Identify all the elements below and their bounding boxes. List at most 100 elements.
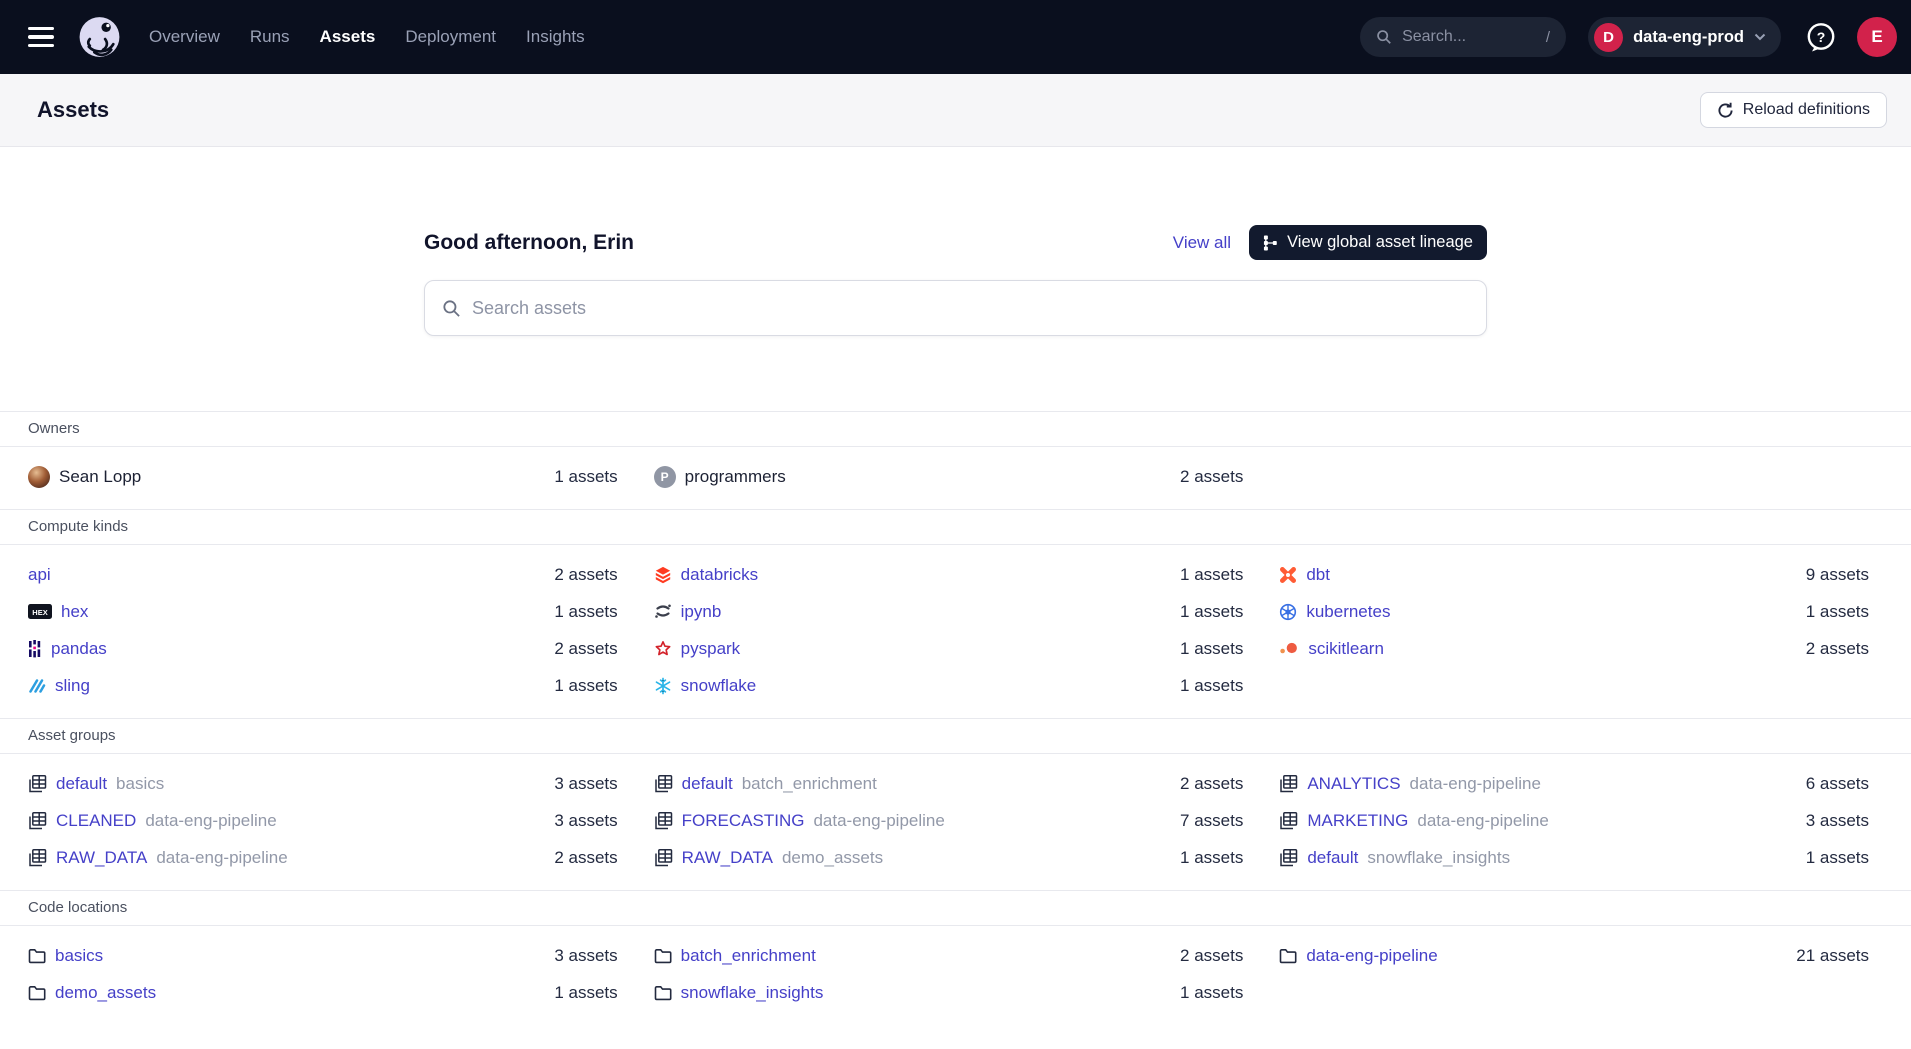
asset-group-icon [28,848,47,867]
list-item[interactable]: ipynb 1 assets [654,593,1243,630]
item-name[interactable]: demo_assets [55,982,157,1002]
user-avatar[interactable]: E [1857,17,1897,57]
item-name[interactable]: default [681,773,733,793]
nav-item-runs[interactable]: Runs [249,27,290,46]
nav-item-assets[interactable]: Assets [319,27,376,46]
empty-cell [1279,667,1869,704]
list-item[interactable]: ANALYTICS data-eng-pipeline 6 assets [1279,765,1869,802]
item-name[interactable]: programmers [684,466,786,486]
list-item[interactable]: basics 3 assets [28,937,618,974]
empty-cell [1279,974,1869,1011]
hex-icon: HEX [28,604,52,619]
dagster-logo-icon[interactable] [76,14,123,61]
list-item[interactable]: batch_enrichment 2 assets [654,937,1243,974]
help-icon[interactable]: ? [1805,21,1837,53]
list-item[interactable]: snowflake 1 assets [654,667,1243,704]
item-name[interactable]: kubernetes [1306,601,1391,621]
asset-count: 3 assets [554,810,618,830]
item-name[interactable]: snowflake [680,675,757,695]
item-name[interactable]: api [28,564,51,584]
search-shortcut-hint: / [1545,28,1551,46]
asset-count: 2 assets [1180,773,1244,793]
top-navbar: Overview Runs Assets Deployment Insights… [0,0,1911,74]
asset-search-box [424,280,1487,336]
list-item[interactable]: Sean Lopp 1 assets [28,458,618,495]
asset-group-icon [654,774,673,793]
deployment-switcher[interactable]: D data-eng-prod [1588,17,1781,57]
asset-count: 2 assets [554,638,618,658]
nav-item-insights[interactable]: Insights [526,27,585,46]
item-name[interactable]: ANALYTICS [1307,773,1401,793]
page-title: Assets [37,97,110,122]
item-name[interactable]: scikitlearn [1308,638,1384,658]
asset-count: 2 assets [554,847,618,867]
scikitlearn-icon [1279,641,1299,656]
item-name[interactable]: pyspark [680,638,741,658]
search-icon [442,299,461,318]
item-name[interactable]: CLEANED [56,810,137,830]
list-item[interactable]: data-eng-pipeline 21 assets [1279,937,1869,974]
lineage-button-label: View global asset lineage [1287,233,1473,251]
asset-count: 9 assets [1805,564,1869,584]
item-name[interactable]: ipynb [680,601,722,621]
item-name[interactable]: default [1307,847,1359,867]
folder-icon [654,948,672,964]
asset-group-icon [28,774,47,793]
asset-group-icon [28,811,47,830]
item-name[interactable]: RAW_DATA [681,847,773,867]
asset-search-input[interactable] [472,297,1469,319]
list-item[interactable]: pandas 2 assets [28,630,618,667]
folder-icon [654,985,672,1001]
item-name[interactable]: dbt [1306,564,1330,584]
list-item[interactable]: default snowflake_insights 1 assets [1279,839,1869,876]
item-suffix: demo_assets [781,847,884,867]
item-name[interactable]: sling [55,675,90,695]
list-item[interactable]: dbt 9 assets [1279,556,1869,593]
item-name[interactable]: batch_enrichment [680,945,816,965]
item-name[interactable]: data-eng-pipeline [1306,945,1438,965]
list-item[interactable]: kubernetes 1 assets [1279,593,1869,630]
reload-definitions-button[interactable]: Reload definitions [1699,92,1887,128]
asset-group-icon [1279,848,1298,867]
list-item[interactable]: HEX hex 1 assets [28,593,618,630]
reload-label: Reload definitions [1742,101,1870,118]
nav-item-deployment[interactable]: Deployment [405,27,497,46]
asset-count: 1 assets [554,601,618,621]
list-item[interactable]: CLEANED data-eng-pipeline 3 assets [28,802,618,839]
view-global-asset-lineage-button[interactable]: View global asset lineage [1249,225,1487,260]
item-name[interactable]: pandas [51,638,107,658]
item-name[interactable]: RAW_DATA [56,847,148,867]
list-item[interactable]: RAW_DATA demo_assets 1 assets [654,839,1243,876]
list-item[interactable]: demo_assets 1 assets [28,974,618,1011]
pandas-icon [28,639,42,658]
item-name[interactable]: databricks [680,564,759,584]
item-name[interactable]: hex [61,601,89,621]
item-name[interactable]: default [56,773,108,793]
item-suffix: data-eng-pipeline [1409,773,1541,793]
list-item[interactable]: databricks 1 assets [654,556,1243,593]
item-name[interactable]: basics [55,945,104,965]
folder-icon [1279,948,1297,964]
hamburger-menu-icon[interactable] [28,20,62,54]
list-item[interactable]: api 2 assets [28,556,618,593]
list-item[interactable]: snowflake_insights 1 assets [654,974,1243,1011]
list-item[interactable]: pyspark 1 assets [654,630,1243,667]
item-name[interactable]: snowflake_insights [680,982,824,1002]
list-item[interactable]: RAW_DATA data-eng-pipeline 2 assets [28,839,618,876]
nav-item-overview[interactable]: Overview [149,27,220,46]
list-item[interactable]: sling 1 assets [28,667,618,704]
list-item[interactable]: MARKETING data-eng-pipeline 3 assets [1279,802,1869,839]
chevron-down-icon [1754,33,1766,41]
item-name[interactable]: MARKETING [1307,810,1409,830]
global-search-input[interactable]: Search... / [1360,17,1567,57]
item-name[interactable]: FORECASTING [681,810,805,830]
asset-count: 2 assets [1805,638,1869,658]
list-item[interactable]: FORECASTING data-eng-pipeline 7 assets [654,802,1243,839]
view-all-link[interactable]: View all [1172,232,1232,252]
list-item[interactable]: default basics 3 assets [28,765,618,802]
list-item[interactable]: default batch_enrichment 2 assets [654,765,1244,802]
list-item[interactable]: scikitlearn 2 assets [1279,630,1869,667]
item-name[interactable]: Sean Lopp [59,466,142,486]
